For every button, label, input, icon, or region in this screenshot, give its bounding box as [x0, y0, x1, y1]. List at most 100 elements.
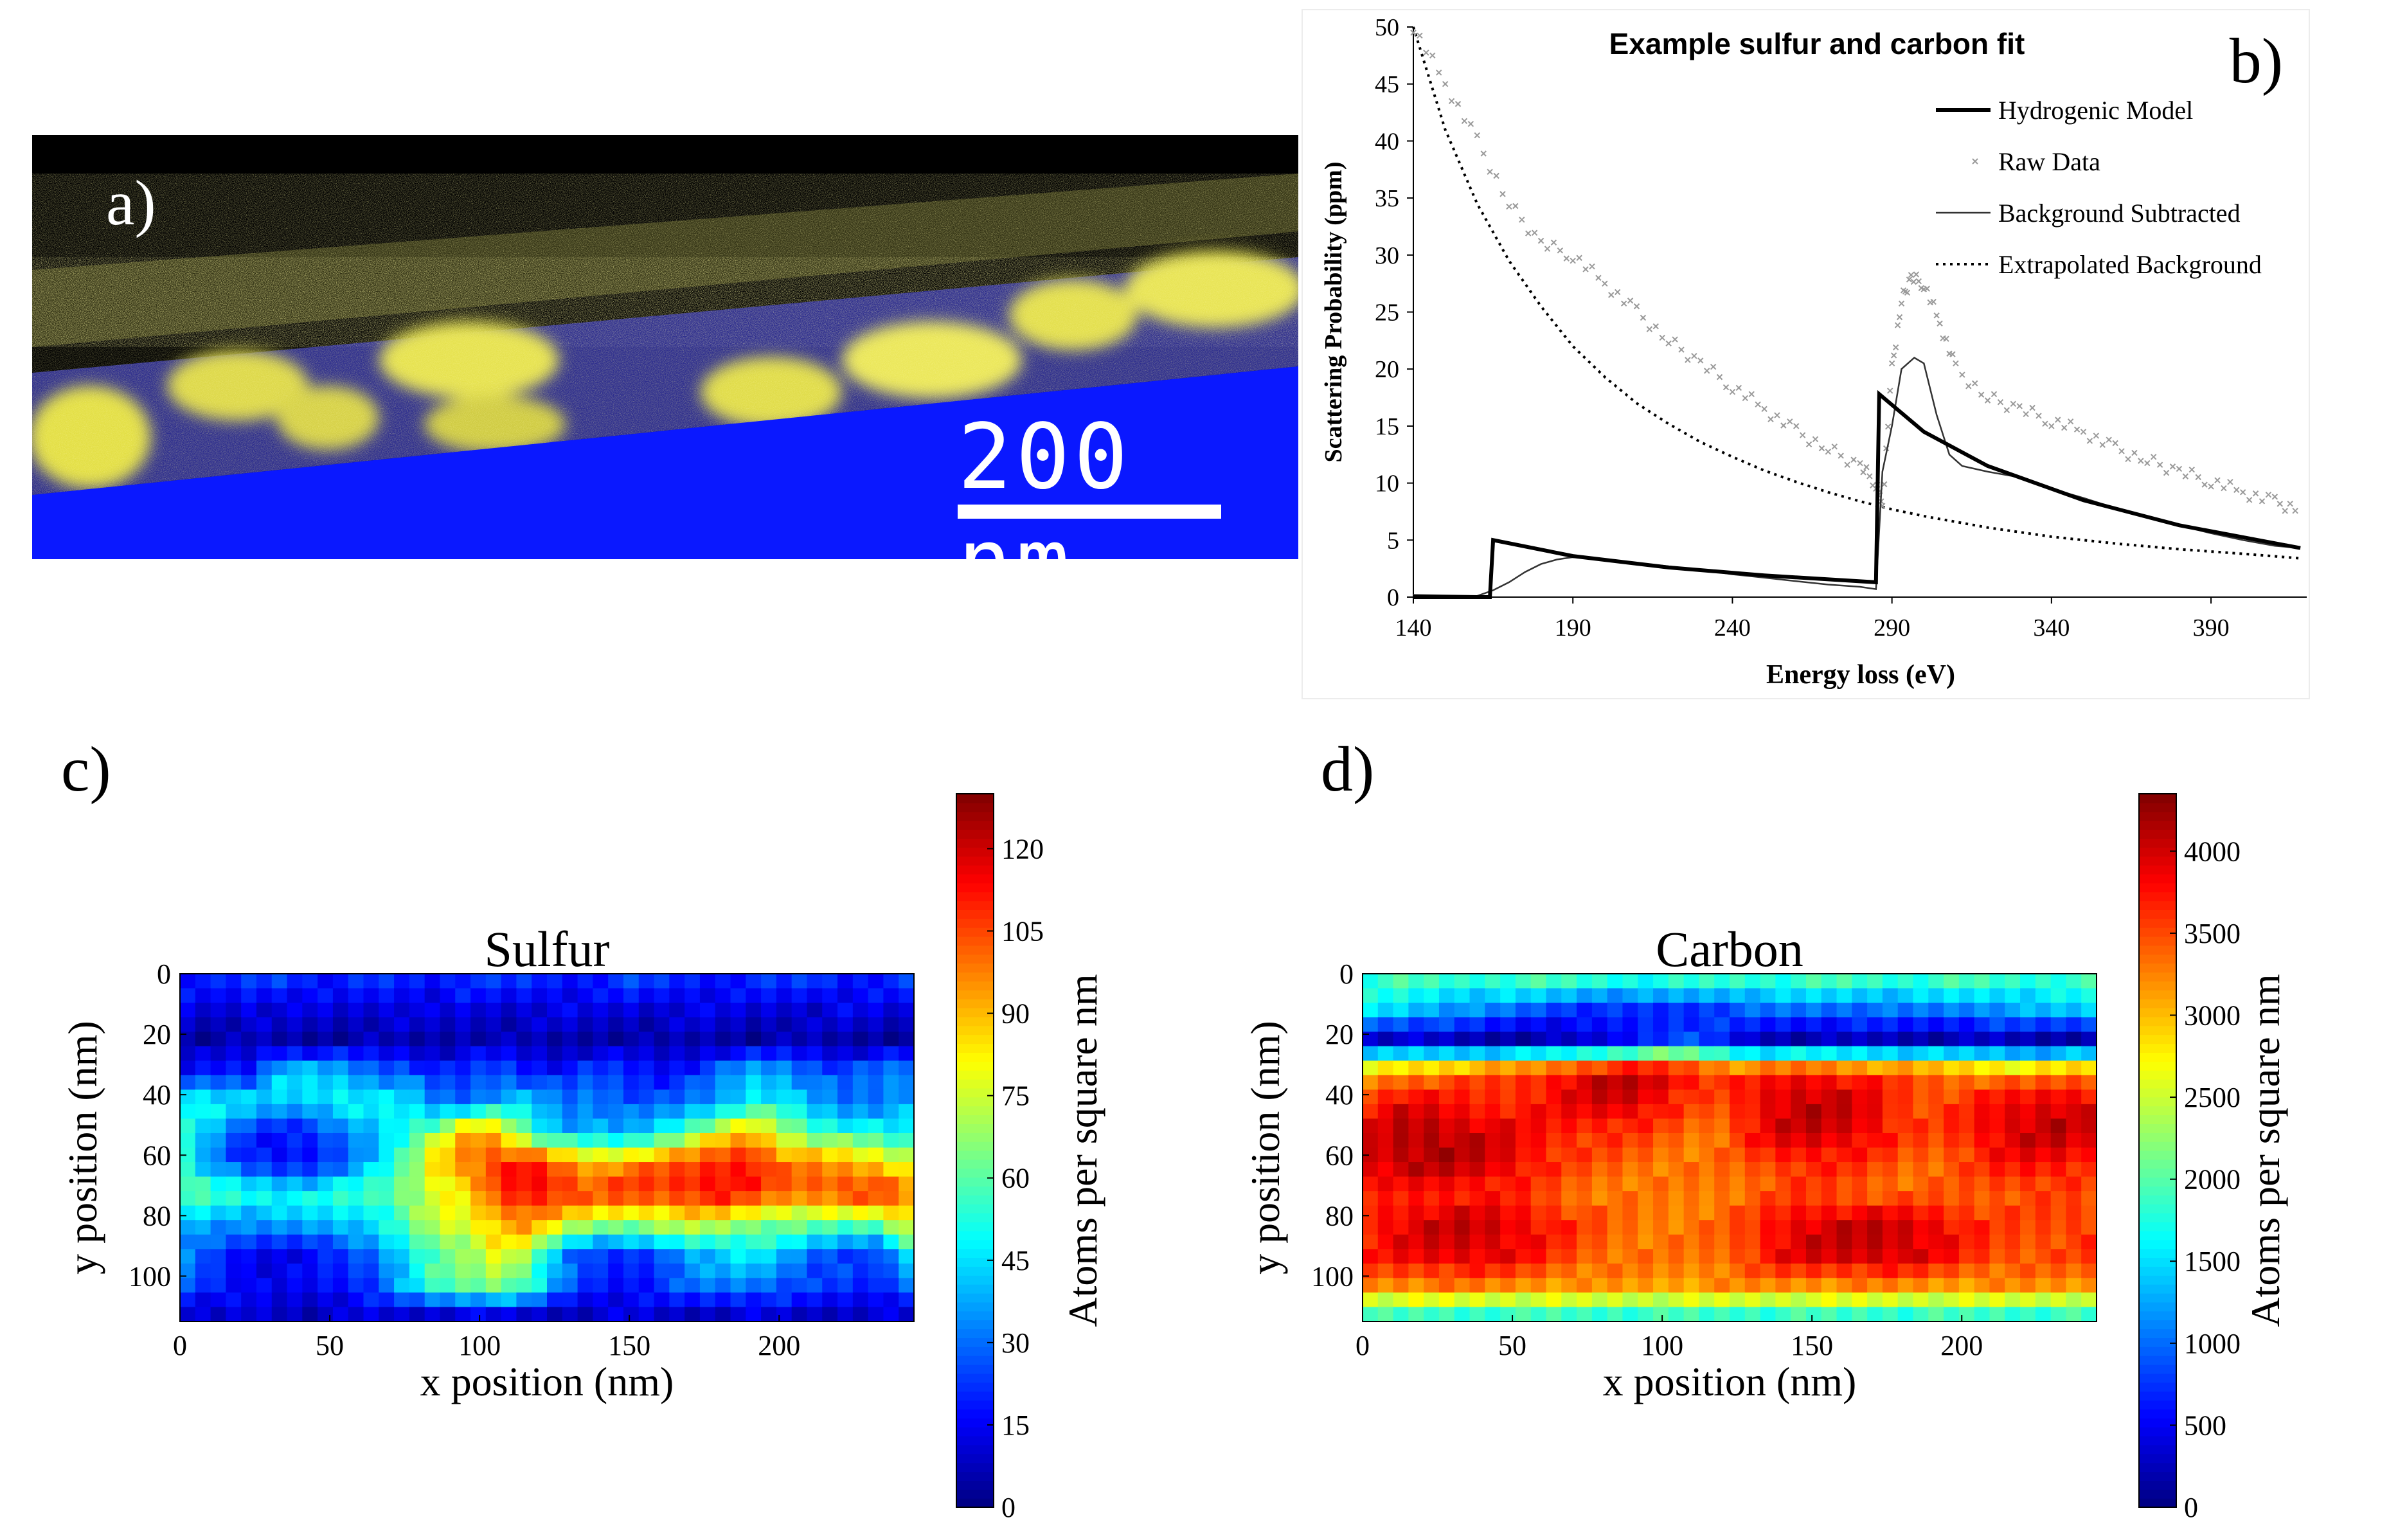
- heatmap-cell: [318, 1191, 334, 1206]
- heatmap-cell: [470, 1292, 487, 1308]
- colorbar-step: [956, 999, 994, 1008]
- heatmap-cell: [485, 1032, 502, 1047]
- heatmap-cell: [1424, 1133, 1440, 1149]
- heatmap-cell: [1730, 1278, 1746, 1293]
- heatmap-cell: [1714, 1249, 1730, 1264]
- heatmap-cell: [807, 974, 823, 989]
- raw-data-point: [2259, 498, 2266, 505]
- heatmap-cell: [302, 1205, 318, 1221]
- heatmap-cell: [379, 1278, 395, 1293]
- heatmap-cell: [1974, 1205, 1991, 1221]
- heatmap-cell: [654, 1061, 670, 1076]
- heatmap-cell: [776, 1147, 792, 1163]
- heatmap-cell: [791, 1249, 808, 1264]
- heatmap-cell: [1760, 1017, 1776, 1032]
- heatmap-cell: [746, 1104, 762, 1120]
- colorbar-step: [956, 1302, 994, 1312]
- heatmap-cell: [1393, 1061, 1409, 1076]
- heatmap-cell: [1730, 1032, 1746, 1047]
- heatmap-cell: [318, 1147, 334, 1163]
- heatmap-cell: [883, 1147, 899, 1163]
- heatmap-cell: [1714, 1075, 1730, 1090]
- colorbar-step: [2139, 882, 2176, 893]
- raw-data-point: [1774, 412, 1780, 418]
- heatmap-cell: [1760, 1220, 1776, 1235]
- heatmap-cell: [1622, 1003, 1638, 1018]
- heatmap-cell: [730, 1089, 746, 1105]
- heatmap-cell: [746, 1263, 762, 1278]
- raw-data-point: [2048, 423, 2055, 429]
- heatmap-cell: [532, 1191, 548, 1206]
- heatmap-cell: [1928, 1292, 1944, 1308]
- heatmap-cell: [1882, 1263, 1899, 1278]
- heatmap-cell: [1821, 1061, 1838, 1076]
- heatmap-cell: [807, 1278, 823, 1293]
- heatmap-cell: [409, 1278, 425, 1293]
- colorbar-step: [956, 1462, 994, 1473]
- heatmap-cell: [287, 1104, 303, 1120]
- heatmap-cell: [1591, 1133, 1608, 1149]
- heatmap-cell: [1714, 1263, 1730, 1278]
- heatmap-cell: [1377, 974, 1394, 989]
- heatmap-cell: [1882, 1003, 1899, 1018]
- heatmap-cell: [501, 1133, 517, 1149]
- colorbar-step: [2139, 1034, 2176, 1044]
- heatmap-cell: [1438, 1032, 1455, 1047]
- heatmap-cell: [1363, 1176, 1379, 1192]
- heatmap-cell: [1577, 1191, 1593, 1206]
- heatmap-cell: [532, 1089, 548, 1105]
- raw-data-point: [1890, 352, 1897, 359]
- heatmap-cell: [852, 1061, 869, 1076]
- series-raw-data: [1410, 30, 2298, 514]
- heatmap-cell: [485, 1220, 502, 1235]
- heatmap-cell: [180, 1191, 196, 1206]
- heatmap-cell: [1485, 1263, 1501, 1278]
- heatmap-cell: [532, 1205, 548, 1221]
- heatmap-cell: [424, 1292, 441, 1308]
- heatmap-cell: [363, 1191, 379, 1206]
- heatmap-cell: [761, 974, 777, 989]
- heatmap-cell: [868, 1263, 884, 1278]
- heatmap-cell: [1454, 1263, 1471, 1278]
- heatmap-cell: [1363, 1220, 1379, 1235]
- heatmap-cell: [1653, 1191, 1669, 1206]
- heatmap-cell: [2035, 1307, 2052, 1322]
- heatmap-cell: [2020, 1032, 2036, 1047]
- heatmap-cell: [332, 1075, 349, 1090]
- heatmap-cell: [669, 1017, 685, 1032]
- heatmap-cell: [1408, 1017, 1424, 1032]
- heatmap-cell: [1500, 1263, 1516, 1278]
- heatmap-cell: [1944, 1176, 1960, 1192]
- heatmap-cell: [318, 1017, 334, 1032]
- heatmap-cell: [210, 1104, 226, 1120]
- colorbar-step: [956, 1373, 994, 1383]
- heatmap-cell: [226, 1307, 242, 1322]
- heatmap-cell: [1500, 1234, 1516, 1249]
- heatmap-cell: [287, 1234, 303, 1249]
- heatmap-cell: [409, 1191, 425, 1206]
- heatmap-cell: [2081, 1292, 2097, 1308]
- raw-data-point: [2221, 485, 2227, 492]
- heatmap-cell: [1393, 1147, 1409, 1163]
- heatmap-cell: [822, 1292, 838, 1308]
- heatmap-cell: [332, 1220, 349, 1235]
- heatmap-cell: [379, 988, 395, 1003]
- series-extrapolated-background: [1412, 26, 2301, 560]
- heatmap-cell: [1485, 1278, 1501, 1293]
- heatmap-cell: [318, 1176, 334, 1192]
- heatmap-cell: [226, 1292, 242, 1308]
- heatmap-cell: [899, 1249, 915, 1264]
- heatmap-cell: [210, 1017, 226, 1032]
- heatmap-cell: [1805, 1104, 1822, 1120]
- heatmap-cell: [2050, 1089, 2067, 1105]
- heatmap-cell: [1699, 1147, 1715, 1163]
- heatmap-cell: [501, 1263, 517, 1278]
- heatmap-cell: [1805, 1089, 1822, 1105]
- heatmap-cell: [379, 1292, 395, 1308]
- heatmap-cell: [485, 1249, 502, 1264]
- heatmap-cell: [241, 1292, 257, 1308]
- raw-data-point: [1949, 351, 1956, 357]
- heatmap-cell: [532, 1032, 548, 1047]
- heatmap-cell: [516, 1089, 532, 1105]
- heatmap-cell: [302, 1017, 318, 1032]
